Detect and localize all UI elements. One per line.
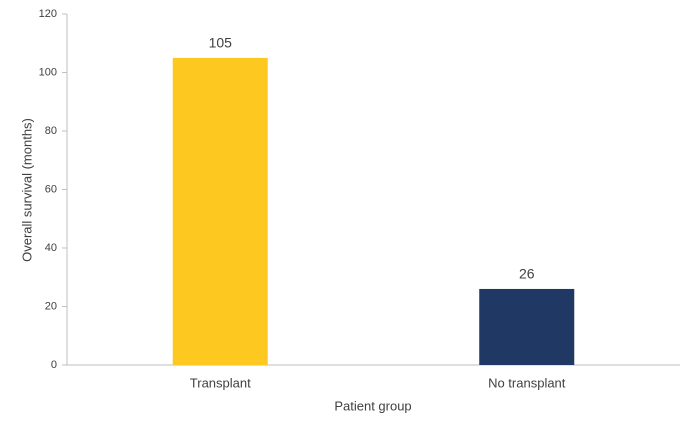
x-axis-label: Patient group [334,398,411,413]
x-tick-label: No transplant [488,375,566,390]
y-tick-label: 60 [45,183,57,195]
bar [479,288,575,365]
data-label: 26 [519,266,535,282]
bar [172,57,268,365]
y-tick-label: 100 [39,66,57,78]
y-tick-label: 0 [51,359,57,371]
y-tick-label: 120 [39,8,57,20]
x-tick-label: Transplant [190,375,251,390]
y-tick-label: 40 [45,242,57,254]
y-tick-label: 80 [45,125,57,137]
y-tick-label: 20 [45,300,57,312]
data-label: 105 [209,35,233,51]
y-axis-label: Overall survival (months) [19,118,34,262]
